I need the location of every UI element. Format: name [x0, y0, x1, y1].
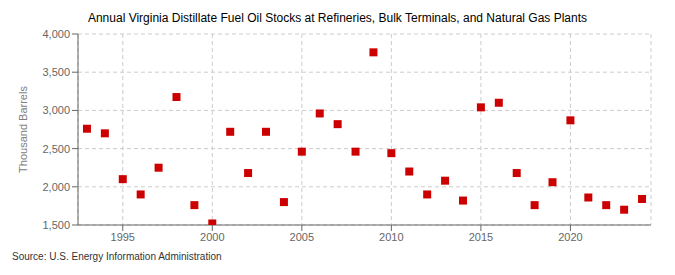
html-text:Source: U.S. Energy Informatio: Source: U.S. Energy Information Administ…	[12, 251, 222, 262]
svg-text:Thousand Barrels: Thousand Barrels	[17, 86, 29, 173]
svg-text:2,500: 2,500	[42, 143, 70, 155]
svg-text:1,500: 1,500	[42, 219, 70, 231]
svg-text:2020: 2020	[558, 231, 582, 243]
svg-text:2,000: 2,000	[42, 181, 70, 193]
svg-text:2010: 2010	[379, 231, 403, 243]
svg-text:2005: 2005	[290, 231, 314, 243]
svg-text:3,500: 3,500	[42, 66, 70, 78]
svg-text:4,000: 4,000	[42, 28, 70, 40]
svg-text:2015: 2015	[469, 231, 493, 243]
svg-text:2000: 2000	[200, 231, 224, 243]
svg-text:1995: 1995	[111, 231, 135, 243]
html-text:Annual Virginia Distillate Fue: Annual Virginia Distillate Fuel Oil Stoc…	[87, 11, 588, 25]
svg-text:3,000: 3,000	[42, 104, 70, 116]
